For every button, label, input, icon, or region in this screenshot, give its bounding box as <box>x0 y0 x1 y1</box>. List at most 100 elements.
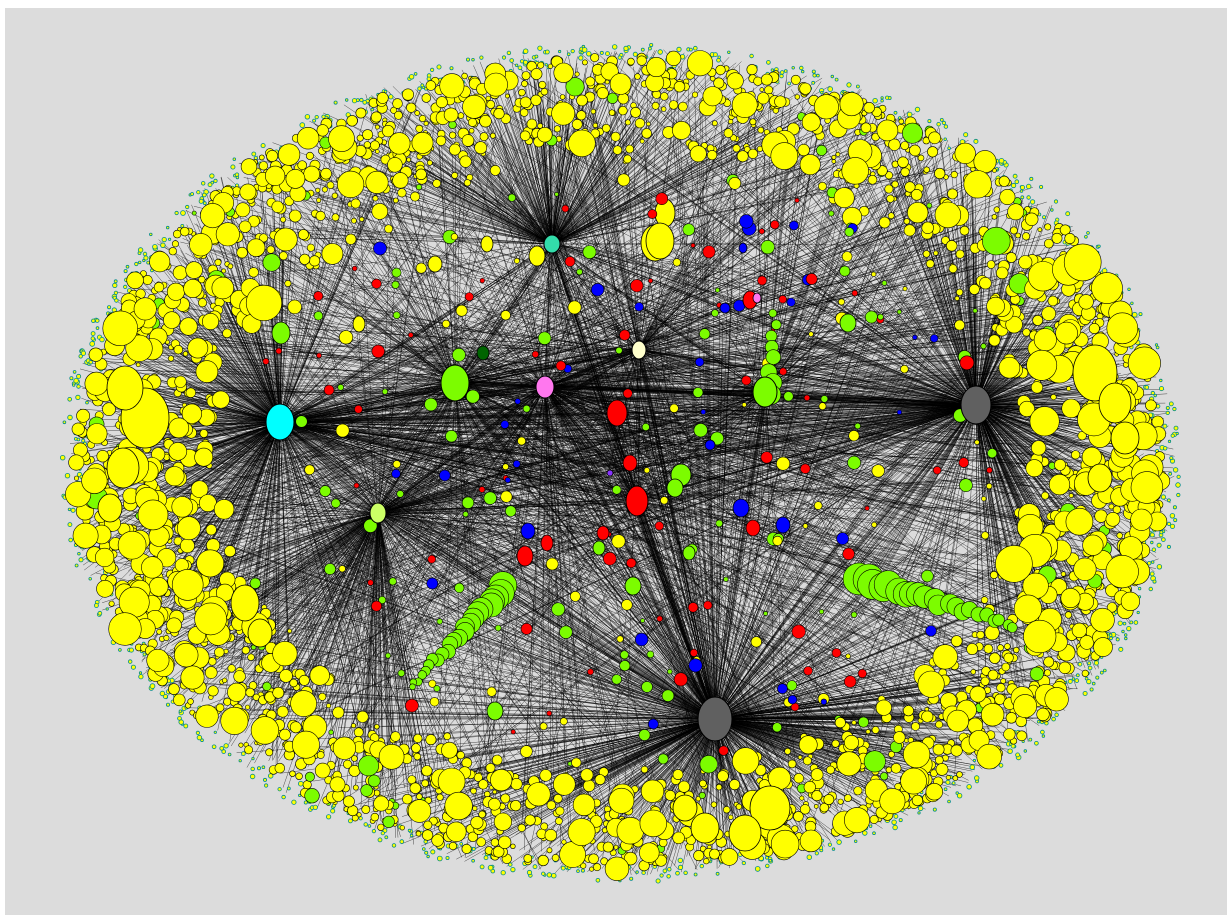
leaf-node <box>880 96 884 100</box>
peripheral-node <box>236 246 248 259</box>
leaf-node <box>526 869 533 876</box>
leaf-node <box>261 765 266 769</box>
peripheral-node <box>834 717 846 729</box>
peripheral-node <box>305 151 314 160</box>
peripheral-node <box>1066 386 1072 392</box>
peripheral-node <box>431 834 444 847</box>
leaf-node <box>969 764 975 770</box>
peripheral-node <box>328 729 334 735</box>
leaf-node <box>487 864 494 871</box>
peripheral-node <box>530 94 542 106</box>
peripheral-node <box>329 776 346 793</box>
inner-node <box>428 679 437 688</box>
peripheral-node <box>166 617 182 634</box>
inner-node <box>871 271 877 277</box>
inner-node <box>596 525 610 541</box>
peripheral-node <box>902 122 923 144</box>
peripheral-node <box>774 95 787 108</box>
peripheral-node <box>350 198 361 209</box>
leaf-node <box>183 723 189 729</box>
peripheral-node <box>921 221 934 235</box>
inner-node <box>424 397 438 412</box>
leaf-node <box>1039 184 1044 189</box>
peripheral-node <box>640 765 649 774</box>
inner-node <box>606 399 628 427</box>
leaf-node <box>816 73 820 78</box>
peripheral-node <box>185 387 197 398</box>
peripheral-node <box>844 794 852 802</box>
peripheral-node <box>798 735 818 755</box>
peripheral-node <box>1033 328 1057 352</box>
leaf-node <box>1149 571 1155 577</box>
inner-node <box>986 483 993 490</box>
inner-node <box>388 577 397 586</box>
inner-node <box>478 486 486 493</box>
inner-node <box>655 192 669 205</box>
peripheral-node <box>836 751 862 777</box>
leaf-node <box>811 80 816 85</box>
peripheral-node <box>876 119 899 142</box>
leaf-node <box>159 690 166 697</box>
peripheral-node <box>1025 459 1044 478</box>
peripheral-node <box>995 545 1033 583</box>
peripheral-node <box>108 600 115 607</box>
inner-node <box>338 330 354 345</box>
inner-node <box>783 391 794 402</box>
peripheral-node <box>816 144 828 156</box>
peripheral-node <box>444 791 473 821</box>
leaf-node <box>893 110 898 115</box>
peripheral-node <box>149 251 171 273</box>
peripheral-node <box>1036 707 1050 722</box>
inner-node <box>836 532 849 545</box>
peripheral-node <box>239 183 257 201</box>
peripheral-node <box>519 130 531 141</box>
leaf-node <box>506 50 512 56</box>
leaf-node <box>430 849 436 855</box>
peripheral-node <box>811 790 823 802</box>
peripheral-node <box>1098 382 1132 424</box>
peripheral-node <box>1055 321 1078 345</box>
inner-node <box>500 420 510 429</box>
peripheral-node <box>888 750 895 758</box>
leaf-node <box>780 70 785 75</box>
peripheral-node <box>238 742 244 748</box>
peripheral-node <box>976 630 985 640</box>
peripheral-node <box>672 121 691 140</box>
peripheral-node <box>823 794 835 805</box>
leaf-node <box>479 55 484 60</box>
inner-node <box>442 319 451 329</box>
inner-node <box>714 287 720 293</box>
peripheral-node <box>553 125 561 133</box>
leaf-node <box>1124 636 1128 641</box>
leaf-node <box>380 831 385 836</box>
inner-node <box>480 235 494 253</box>
peripheral-node <box>980 596 989 604</box>
leaf-node <box>130 664 136 670</box>
peripheral-node <box>1060 571 1066 577</box>
peripheral-node <box>819 802 829 813</box>
inner-node <box>981 496 987 502</box>
peripheral-node <box>163 634 170 641</box>
peripheral-node <box>922 250 931 258</box>
peripheral-node <box>486 100 496 109</box>
inner-node <box>353 482 360 489</box>
peripheral-node <box>928 131 941 145</box>
leaf-node <box>1014 179 1020 185</box>
leaf-node <box>99 336 105 343</box>
peripheral-node <box>374 149 380 154</box>
peripheral-node <box>660 106 667 112</box>
leaf-node <box>834 77 839 82</box>
leaf-node <box>127 659 133 664</box>
peripheral-node <box>634 73 641 80</box>
leaf-node <box>836 839 842 845</box>
leaf-node <box>137 247 144 253</box>
inner-node <box>845 653 851 659</box>
peripheral-node <box>463 179 472 187</box>
inner-node <box>249 577 261 589</box>
leaf-node <box>221 749 227 754</box>
inner-node <box>429 697 440 707</box>
peripheral-node <box>1060 587 1081 608</box>
inner-node <box>776 456 791 471</box>
leaf-node <box>635 870 639 874</box>
inner-node <box>667 668 673 675</box>
